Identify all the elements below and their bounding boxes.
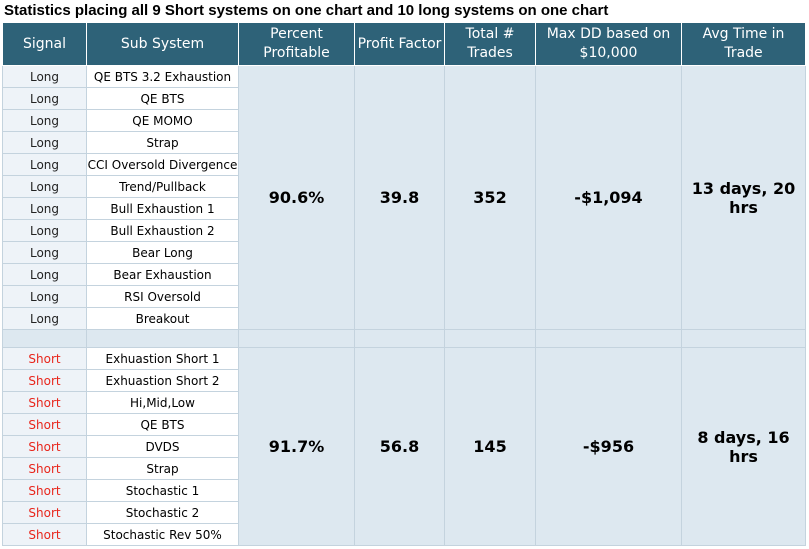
statistics-table: Signal Sub System Percent Profitable Pro…: [2, 22, 806, 546]
signal-cell: Short: [2, 523, 87, 546]
long-avg-time: 13 days, 20 hrs: [681, 65, 806, 330]
sub-system-cell: Bull Exhaustion 2: [86, 219, 239, 242]
signal-cell: Short: [2, 369, 87, 392]
short-percent-profitable: 91.7%: [238, 347, 355, 546]
signal-cell: Long: [2, 285, 87, 308]
signal-cell: Short: [2, 391, 87, 414]
table-row: Long Bear Long: [2, 241, 806, 264]
sub-system-cell: CCI Oversold Divergence: [86, 153, 239, 176]
sub-system-cell: Breakout: [86, 307, 239, 330]
long-total-trades: 352: [444, 65, 536, 330]
signal-cell: Long: [2, 109, 87, 132]
short-profit-factor: 56.8: [354, 347, 445, 546]
sub-system-cell: RSI Oversold: [86, 285, 239, 308]
sub-system-cell: Exhuastion Short 1: [86, 347, 239, 370]
table-row: Short Stochastic Rev 50%: [2, 523, 806, 546]
header-percent-profitable: Percent Profitable: [238, 22, 355, 66]
table-row: Short Stochastic 1: [2, 479, 806, 502]
signal-cell: Long: [2, 153, 87, 176]
table-row: Long Strap: [2, 131, 806, 154]
separator-cell: [444, 329, 536, 348]
separator-cell: [2, 329, 87, 348]
table-row: Long Breakout: [2, 307, 806, 330]
table-row: Short Exhuastion Short 1 91.7% 56.8 145 …: [2, 347, 806, 546]
sub-system-cell: Stochastic 1: [86, 479, 239, 502]
header-profit-factor: Profit Factor: [354, 22, 445, 66]
table-row: Short Stochastic 2: [2, 501, 806, 524]
table-row: Short QE BTS: [2, 413, 806, 436]
signal-cell: Long: [2, 219, 87, 242]
signal-cell: Short: [2, 457, 87, 480]
short-avg-time: 8 days, 16 hrs: [681, 347, 806, 546]
table-row: Short Hi,Mid,Low: [2, 391, 806, 414]
separator-cell: [238, 329, 355, 348]
short-max-dd: -$956: [535, 347, 682, 546]
sub-system-cell: Bear Exhaustion: [86, 263, 239, 286]
signal-cell: Short: [2, 413, 87, 436]
signal-cell: Long: [2, 65, 87, 88]
table-row: Long Bull Exhaustion 2: [2, 219, 806, 242]
signal-cell: Long: [2, 307, 87, 330]
separator-cell: [681, 329, 806, 348]
sub-system-cell: QE BTS: [86, 413, 239, 436]
header-max-dd: Max DD based on $10,000: [535, 22, 682, 66]
page-title: Statistics placing all 9 Short systems o…: [4, 2, 609, 19]
signal-cell: Short: [2, 501, 87, 524]
sub-system-cell: DVDS: [86, 435, 239, 458]
signal-cell: Long: [2, 87, 87, 110]
table-row: Long QE BTS: [2, 87, 806, 110]
table-row: Long QE BTS 3.2 Exhaustion 90.6% 39.8 35…: [2, 65, 806, 330]
signal-cell: Short: [2, 479, 87, 502]
table-row: Long Trend/Pullback: [2, 175, 806, 198]
short-total-trades: 145: [444, 347, 536, 546]
signal-cell: Long: [2, 131, 87, 154]
header-sub-system: Sub System: [86, 22, 239, 66]
header-signal: Signal: [2, 22, 87, 66]
table-row: Long QE MOMO: [2, 109, 806, 132]
table-row: Short Exhuastion Short 2: [2, 369, 806, 392]
separator-row: [2, 329, 806, 348]
header-row: Signal Sub System Percent Profitable Pro…: [2, 22, 806, 66]
signal-cell: Long: [2, 197, 87, 220]
separator-cell: [86, 329, 239, 348]
sub-system-cell: Stochastic Rev 50%: [86, 523, 239, 546]
table-row: Short Strap: [2, 457, 806, 480]
sub-system-cell: Bear Long: [86, 241, 239, 264]
table-row: Short DVDS: [2, 435, 806, 458]
header-avg-time: Avg Time in Trade: [681, 22, 806, 66]
header-total-trades: Total # Trades: [444, 22, 536, 66]
table-row: Long Bear Exhaustion: [2, 263, 806, 286]
sub-system-cell: Bull Exhaustion 1: [86, 197, 239, 220]
separator-cell: [535, 329, 682, 348]
signal-cell: Short: [2, 347, 87, 370]
table-row: Long Bull Exhaustion 1: [2, 197, 806, 220]
long-profit-factor: 39.8: [354, 65, 445, 330]
sub-system-cell: QE BTS: [86, 87, 239, 110]
sub-system-cell: Strap: [86, 457, 239, 480]
signal-cell: Long: [2, 175, 87, 198]
sub-system-cell: Hi,Mid,Low: [86, 391, 239, 414]
sub-system-cell: QE MOMO: [86, 109, 239, 132]
signal-cell: Short: [2, 435, 87, 458]
table-row: Long RSI Oversold: [2, 285, 806, 308]
sub-system-cell: Strap: [86, 131, 239, 154]
long-max-dd: -$1,094: [535, 65, 682, 330]
sub-system-cell: Exhuastion Short 2: [86, 369, 239, 392]
sub-system-cell: QE BTS 3.2 Exhaustion: [86, 65, 239, 88]
sub-system-cell: Stochastic 2: [86, 501, 239, 524]
long-percent-profitable: 90.6%: [238, 65, 355, 330]
sub-system-cell: Trend/Pullback: [86, 175, 239, 198]
separator-cell: [354, 329, 445, 348]
signal-cell: Long: [2, 241, 87, 264]
signal-cell: Long: [2, 263, 87, 286]
